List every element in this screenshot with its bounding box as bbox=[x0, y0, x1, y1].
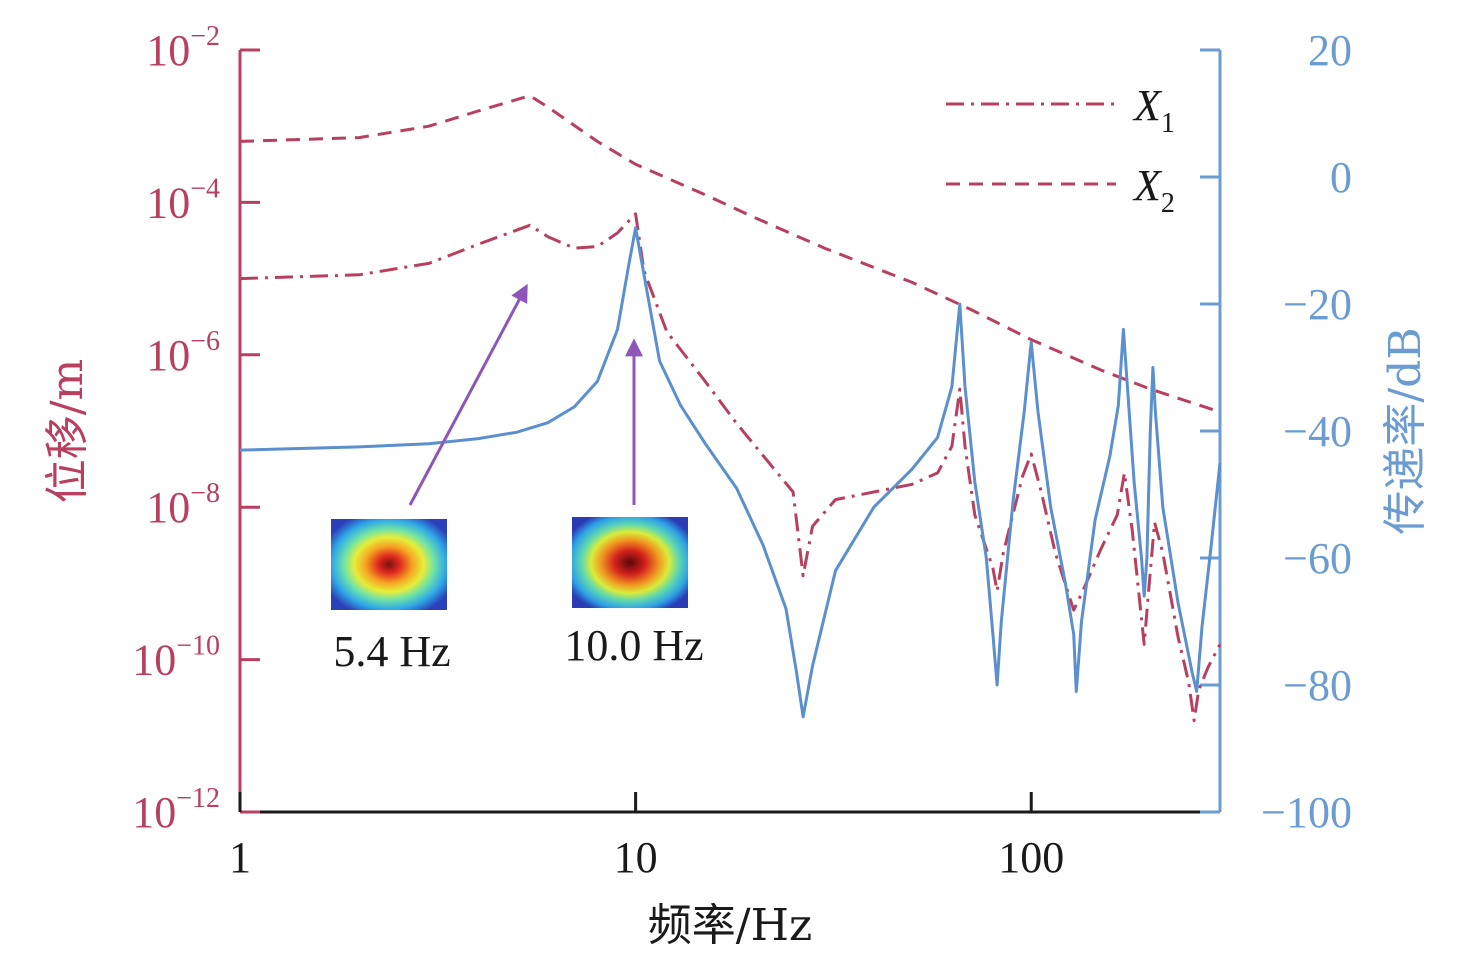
series-x1-line bbox=[239, 212, 1222, 723]
x-tick-label: 100 bbox=[998, 833, 1064, 882]
mode-shape-image-10hz bbox=[572, 517, 688, 608]
left-axis-title: 位移/m bbox=[42, 359, 93, 504]
right-tick-label: 20 bbox=[1308, 26, 1352, 75]
right-tick-label: −60 bbox=[1283, 534, 1352, 583]
series-layer bbox=[239, 94, 1222, 723]
left-axis-ticks: 10−2 10−4 10−6 10−8 10−10 10−12 bbox=[132, 21, 260, 837]
x-tick-label: 1 bbox=[229, 833, 251, 882]
left-tick-label: 10−12 bbox=[132, 783, 220, 837]
legend: X1 X2 bbox=[946, 81, 1175, 219]
left-tick-label: 10−6 bbox=[146, 326, 220, 380]
left-tick-label: 10−2 bbox=[146, 21, 220, 75]
right-tick-label: −80 bbox=[1283, 661, 1352, 710]
axes-frame bbox=[238, 50, 1222, 814]
x-tick-label: 10 bbox=[614, 833, 658, 882]
legend-x1-label: X1 bbox=[1132, 81, 1175, 139]
annotation-arrow-5-4hz bbox=[408, 283, 528, 506]
right-axis-ticks: 20 0 −20 −40 −60 −80 −100 bbox=[1200, 26, 1352, 837]
x-axis-title: 频率/Hz bbox=[648, 900, 812, 951]
annotation-mode-10hz: 10.0 Hz bbox=[564, 338, 704, 670]
legend-x2-label: X2 bbox=[1132, 161, 1175, 219]
left-tick-label: 10−4 bbox=[146, 173, 220, 227]
left-tick-label: 10−10 bbox=[132, 631, 220, 685]
right-tick-label: −20 bbox=[1283, 280, 1352, 329]
right-axis-title: 传递率/dB bbox=[1380, 327, 1431, 534]
annotation-label-5-4hz: 5.4 Hz bbox=[333, 627, 450, 676]
right-tick-label: −100 bbox=[1261, 788, 1352, 837]
right-tick-label: −40 bbox=[1283, 407, 1352, 456]
mode-shape-image-5-4hz bbox=[331, 519, 447, 610]
series-x2-line bbox=[239, 94, 1221, 414]
left-tick-label: 10−8 bbox=[146, 478, 220, 532]
x-axis-ticks: 1 10 100 bbox=[229, 792, 1064, 882]
annotation-label-10hz: 10.0 Hz bbox=[564, 621, 703, 670]
annotation-mode-5-4hz: 5.4 Hz bbox=[331, 283, 528, 676]
right-tick-label: 0 bbox=[1330, 153, 1352, 202]
series-transmissibility-line bbox=[239, 226, 1222, 719]
